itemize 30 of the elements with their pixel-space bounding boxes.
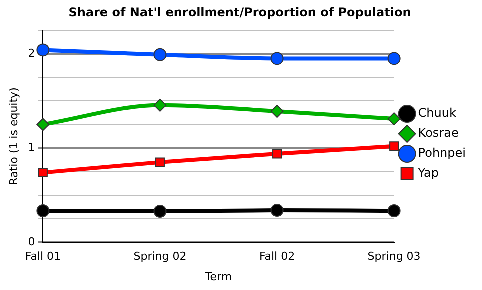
legend-label: Yap [417,166,439,180]
point [270,52,284,66]
x-tick-label: Spring 03 [368,250,421,264]
point [36,44,50,57]
point [154,204,167,218]
legend-label: Pohnpei [418,146,466,160]
legend-label: Kosrae [418,126,459,140]
point [154,98,167,112]
point [154,48,167,62]
y-tick-label: 1 [28,141,36,154]
point [388,52,401,66]
point [390,142,400,152]
point [270,204,284,218]
x-tick-label: Fall 02 [259,250,296,264]
point [388,112,401,126]
x-tick-label: Fall 01 [25,250,62,264]
y-tick-label: 2 [28,46,36,60]
point [272,149,282,159]
legend-label: Chuuk [418,106,456,120]
point [388,204,401,218]
point [38,168,48,178]
point [270,105,284,118]
x-axis-title: Term [204,270,232,284]
y-tick-label: 0 [28,235,36,248]
y-axis-title: Ratio (1 is equity) [7,88,20,186]
chart-title: Share of Nat'l enrollment/Proportion of Population [68,5,412,20]
x-tick-label: Spring 02 [134,250,187,264]
point [36,204,50,218]
point [36,118,50,132]
point [155,158,165,168]
